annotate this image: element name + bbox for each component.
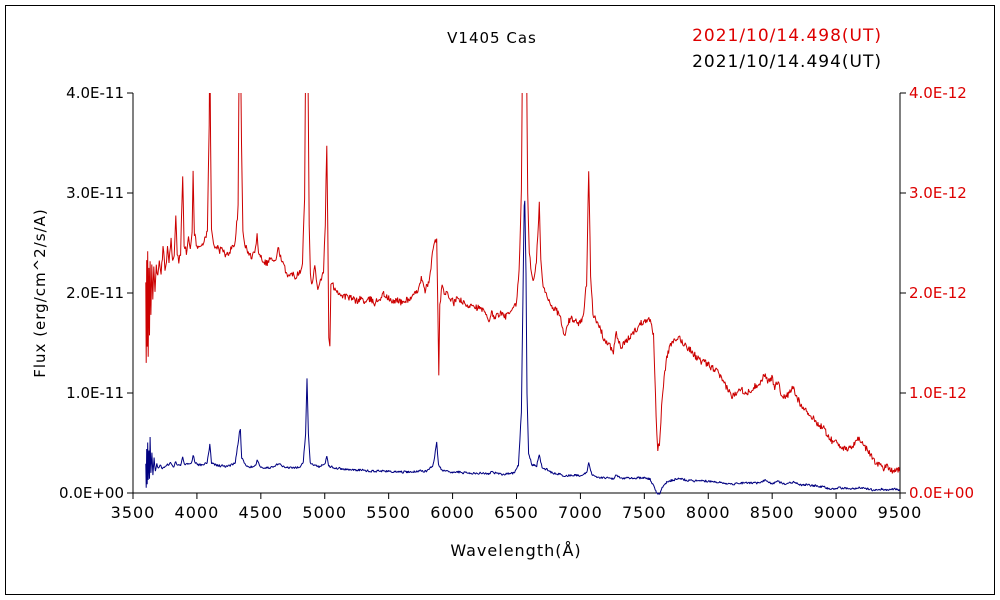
x-axis-title: Wavelength(Å) [450,541,582,560]
right-tick-label: 3.0E-12 [909,184,967,202]
left-tick-label: 1.0E-11 [66,384,124,402]
right-tick-label: 1.0E-12 [909,384,967,402]
x-tick-label: 9000 [814,503,859,522]
legend-entry-red: 2021/10/14.498(UT) [692,26,882,46]
spectrum-series-1 [145,93,900,474]
x-tick-label: 9500 [878,503,923,522]
x-tick-label: 7500 [622,503,667,522]
right-tick-label: 4.0E-12 [909,84,967,102]
x-tick-label: 3500 [111,503,156,522]
legend: 2021/10/14.498(UT) 2021/10/14.494(UT) [692,23,882,75]
left-tick-label: 4.0E-11 [66,84,124,102]
x-tick-label: 6000 [430,503,475,522]
x-tick-label: 4500 [238,503,283,522]
x-tick-label: 6500 [494,503,539,522]
x-tick-label: 7000 [558,503,603,522]
left-tick-label: 3.0E-11 [66,184,124,202]
x-tick-label: 5500 [366,503,411,522]
x-tick-label: 5000 [302,503,347,522]
x-tick-label: 8500 [750,503,795,522]
right-tick-label: 2.0E-12 [909,284,967,302]
spectrum-series-2 [145,200,900,495]
x-tick-label: 8000 [686,503,731,522]
right-tick-label: 0.0E+00 [909,484,974,502]
left-tick-label: 2.0E-11 [66,284,124,302]
x-tick-label: 4000 [175,503,220,522]
chart-title: V1405 Cas [447,29,537,47]
legend-entry-black: 2021/10/14.494(UT) [692,52,882,72]
left-tick-label: 0.0E+00 [59,484,124,502]
